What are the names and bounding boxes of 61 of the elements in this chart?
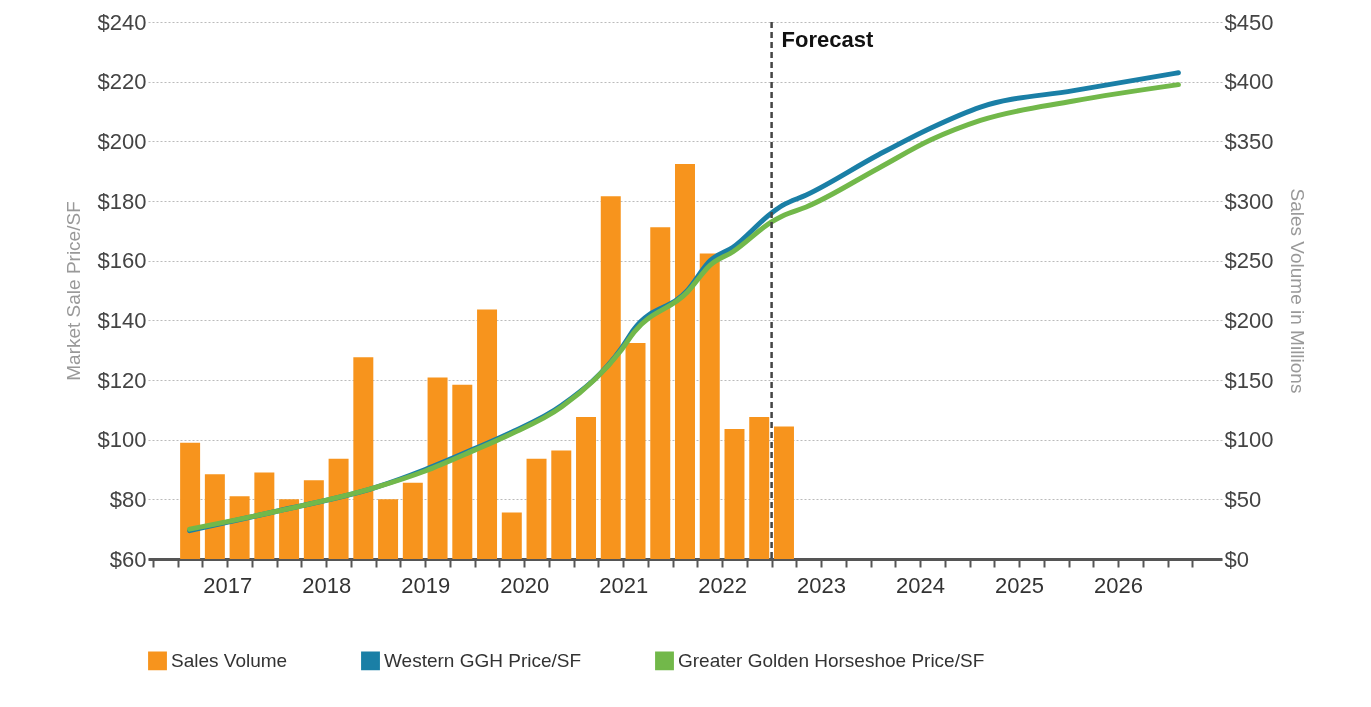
y-tick-label: $180: [97, 188, 147, 214]
bar: [328, 458, 349, 559]
bar: [254, 472, 275, 559]
bar: [427, 377, 448, 559]
x-tick-label: 2020: [500, 572, 550, 598]
bar: [353, 357, 374, 559]
x-tick-label: 2017: [203, 572, 253, 598]
bar: [204, 474, 225, 559]
bar: [501, 512, 522, 559]
y-tick-label: $240: [97, 9, 147, 35]
bar: [279, 499, 300, 559]
legend-label: Greater Golden Horseshoe Price/SF: [678, 649, 985, 671]
bar: [600, 196, 621, 559]
y2-tick-label: $400: [1224, 69, 1274, 95]
legend-label: Sales Volume: [171, 649, 288, 671]
bar: [650, 227, 671, 559]
y-tick-label: $80: [109, 486, 147, 512]
x-tick-label: 2018: [302, 572, 352, 598]
y2-tick-label: $50: [1224, 486, 1262, 512]
bar: [749, 416, 770, 559]
bar: [229, 496, 250, 559]
y2-tick-label: $100: [1224, 427, 1274, 453]
y2-tick-label: $0: [1224, 546, 1249, 572]
x-tick-label: 2021: [599, 572, 649, 598]
bar: [180, 442, 201, 559]
y2-tick-label: $200: [1224, 307, 1274, 333]
bar: [551, 450, 572, 559]
bar: [576, 416, 597, 559]
y-tick-label: $120: [97, 367, 147, 393]
y2-tick-label: $350: [1224, 128, 1274, 154]
bar: [378, 499, 399, 559]
y-tick-label: $140: [97, 307, 147, 333]
y2-tick-label: $150: [1224, 367, 1274, 393]
x-tick-label: 2025: [995, 572, 1045, 598]
legend-label: Western GGH Price/SF: [384, 649, 582, 671]
x-tick-label: 2023: [797, 572, 847, 598]
x-tick-label: 2019: [401, 572, 451, 598]
x-tick-label: 2022: [698, 572, 748, 598]
x-tick-label: 2026: [1094, 572, 1143, 598]
y-tick-label: $160: [97, 248, 147, 274]
bar: [625, 343, 646, 559]
bar: [402, 482, 423, 559]
y2-tick-label: $300: [1224, 188, 1274, 214]
ref-line-label: Forecast: [781, 27, 874, 52]
bar: [303, 480, 324, 559]
y-tick-label: $100: [97, 427, 147, 453]
bar: [452, 384, 473, 559]
y2-tick-label: $450: [1224, 9, 1274, 35]
y2-tick-label: $250: [1224, 248, 1274, 274]
y-tick-label: $200: [97, 128, 147, 154]
y2-axis-title: Sales Volume in Millions: [1287, 188, 1309, 394]
x-tick-label: 2024: [896, 572, 946, 598]
y-axis-title: Market Sale Price/SF: [62, 201, 84, 381]
bar: [675, 164, 695, 559]
y-tick-label: $60: [109, 546, 147, 572]
bar: [699, 253, 720, 559]
bar: [477, 309, 498, 559]
bar: [724, 428, 745, 559]
bar: [526, 458, 547, 559]
y-tick-label: $220: [97, 69, 147, 95]
bar: [773, 426, 794, 559]
